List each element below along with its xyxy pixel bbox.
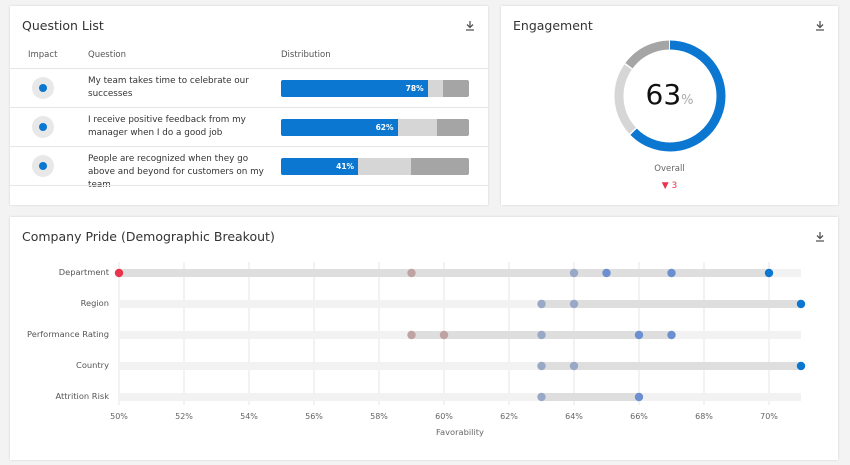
data-point bbox=[537, 361, 546, 371]
distribution-bar: 78% bbox=[281, 80, 469, 97]
data-point bbox=[407, 268, 416, 278]
data-point bbox=[569, 299, 579, 309]
x-tick-label: 54% bbox=[240, 412, 258, 421]
header-question: Question bbox=[88, 50, 127, 60]
x-tick-label: 52% bbox=[175, 412, 193, 421]
down-triangle-icon: ▼ bbox=[661, 181, 669, 191]
impact-dot-icon bbox=[39, 123, 47, 131]
x-tick-label: 56% bbox=[305, 412, 323, 421]
y-category-label: Region bbox=[80, 298, 109, 308]
data-point bbox=[537, 330, 546, 340]
x-axis-label: Favorability bbox=[436, 427, 484, 437]
data-point bbox=[796, 361, 806, 371]
range-bar bbox=[541, 362, 801, 370]
x-tick-label: 62% bbox=[500, 412, 518, 421]
donut-segment bbox=[614, 40, 726, 152]
x-tick-label: 50% bbox=[110, 412, 128, 421]
neutral-segment bbox=[427, 80, 443, 97]
download-icon[interactable] bbox=[814, 231, 826, 243]
range-bar bbox=[119, 269, 769, 277]
value-unit: % bbox=[681, 93, 694, 108]
distribution-bar: 41% bbox=[281, 158, 469, 175]
unfavorable-segment bbox=[410, 158, 469, 175]
y-category-label: Department bbox=[58, 267, 109, 277]
impact-indicator bbox=[32, 77, 54, 99]
data-point bbox=[537, 299, 546, 309]
data-point bbox=[439, 330, 449, 340]
header-distribution: Distribution bbox=[281, 50, 331, 60]
favorable-segment: 41% bbox=[281, 158, 359, 175]
data-point bbox=[634, 392, 644, 402]
row-track bbox=[119, 393, 801, 401]
distribution-bar: 62% bbox=[281, 119, 469, 136]
data-point bbox=[634, 330, 644, 340]
range-bar bbox=[541, 300, 801, 308]
download-icon[interactable] bbox=[464, 20, 476, 32]
neutral-segment bbox=[358, 158, 411, 175]
question-row[interactable]: My team takes time to celebrate our succ… bbox=[10, 68, 488, 107]
question-row[interactable]: People are recognized when they go above… bbox=[10, 146, 488, 190]
unfavorable-segment bbox=[442, 80, 469, 97]
row-track bbox=[119, 362, 801, 370]
data-point bbox=[764, 268, 774, 278]
data-point bbox=[602, 268, 611, 278]
neutral-segment bbox=[397, 119, 438, 136]
impact-dot-icon bbox=[39, 84, 47, 92]
data-point bbox=[114, 268, 124, 278]
donut-segment bbox=[614, 40, 726, 152]
engagement-caption: Overall bbox=[654, 164, 685, 174]
divider bbox=[10, 185, 488, 186]
question-text: I receive positive feedback from my mana… bbox=[88, 115, 246, 138]
panel-title: Question List bbox=[22, 18, 104, 33]
engagement-donut bbox=[614, 40, 726, 152]
data-point bbox=[537, 392, 546, 402]
engagement-change: ▼ 3 bbox=[501, 181, 838, 191]
engagement-panel: Engagement 63% Overall ▼ 3 bbox=[501, 6, 838, 205]
range-bar bbox=[541, 393, 639, 401]
favorable-segment: 62% bbox=[281, 119, 398, 136]
impact-indicator bbox=[32, 155, 54, 177]
x-tick-label: 70% bbox=[760, 412, 778, 421]
unfavorable-segment bbox=[437, 119, 469, 136]
engagement-value: 63% bbox=[501, 78, 838, 111]
impact-dot-icon bbox=[39, 162, 47, 170]
panel-title: Engagement bbox=[513, 18, 593, 33]
change-value: 3 bbox=[671, 181, 678, 191]
y-category-label: Performance Rating bbox=[27, 329, 109, 339]
x-tick-label: 60% bbox=[435, 412, 453, 421]
impact-indicator bbox=[32, 116, 54, 138]
x-tick-label: 58% bbox=[370, 412, 388, 421]
data-point bbox=[407, 330, 416, 340]
download-icon[interactable] bbox=[814, 20, 826, 32]
x-tick-label: 64% bbox=[565, 412, 583, 421]
panel-title: Company Pride (Demographic Breakout) bbox=[22, 229, 275, 244]
value-number: 63 bbox=[645, 78, 682, 111]
data-point bbox=[796, 299, 806, 309]
question-row[interactable]: I receive positive feedback from my mana… bbox=[10, 107, 488, 146]
x-tick-label: 68% bbox=[695, 412, 713, 421]
data-point bbox=[569, 361, 579, 371]
header-impact: Impact bbox=[28, 50, 58, 60]
data-point bbox=[667, 268, 676, 278]
y-category-label: Country bbox=[76, 360, 109, 370]
y-category-label: Attrition Risk bbox=[55, 391, 109, 401]
x-tick-label: 66% bbox=[630, 412, 648, 421]
row-track bbox=[119, 300, 801, 308]
question-text: My team takes time to celebrate our succ… bbox=[88, 76, 249, 99]
data-point bbox=[667, 330, 676, 340]
data-point bbox=[569, 268, 579, 278]
question-list-panel: Question List Impact Question Distributi… bbox=[10, 6, 488, 205]
favorable-segment: 78% bbox=[281, 80, 428, 97]
